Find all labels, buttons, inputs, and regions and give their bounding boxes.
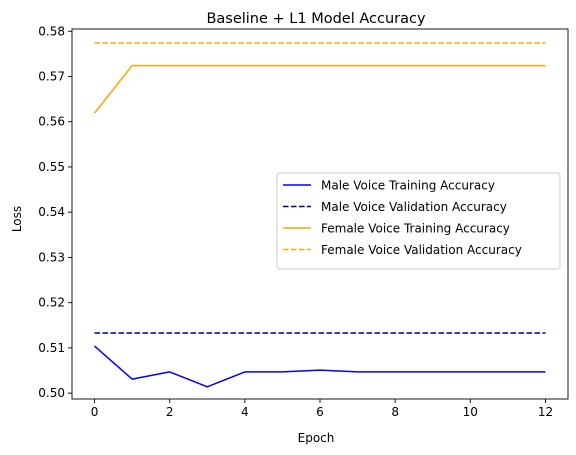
plot-frame — [71, 28, 569, 400]
x-tick-label: 8 — [391, 405, 399, 419]
legend-entry-label: Male Voice Validation Accuracy — [321, 200, 507, 214]
y-tick-label: 0.56 — [38, 115, 65, 129]
y-tick-label: 0.54 — [38, 205, 65, 219]
x-tick-label: 6 — [316, 405, 324, 419]
x-tick-label: 0 — [91, 405, 99, 419]
y-tick-label: 0.55 — [38, 160, 65, 174]
legend: Male Voice Training Accuracy Male Voice V… — [276, 172, 561, 270]
x-axis-label: Epoch — [298, 431, 335, 445]
x-tick-label: 4 — [241, 405, 249, 419]
y-axis-ticks: 0.50 0.51 0.52 0.53 0.54 0.55 0.56 0.57 0.58 — [38, 24, 72, 400]
legend-entry-label: Male Voice Training Accuracy — [321, 178, 495, 192]
x-tick-label: 12 — [538, 405, 553, 419]
series-line-3 — [93, 64, 546, 114]
y-tick-label: 0.51 — [38, 341, 65, 355]
y-tick-label: 0.50 — [38, 386, 65, 400]
x-axis-ticks: 0 2 4 6 8 10 12 — [91, 399, 553, 419]
legend-entry-label: Female Voice Training Accuracy — [321, 221, 510, 235]
x-tick-label: 10 — [463, 405, 478, 419]
legend-box — [276, 172, 561, 270]
y-tick-label: 0.58 — [38, 24, 65, 38]
x-tick-label: 2 — [166, 405, 174, 419]
chart-title: Baseline + L1 Model Accuracy — [206, 11, 426, 27]
series-layer — [93, 42, 546, 388]
y-axis-label: Loss — [10, 206, 24, 232]
y-tick-label: 0.52 — [38, 296, 65, 310]
y-tick-label: 0.53 — [38, 250, 65, 264]
legend-entry-label: Female Voice Validation Accuracy — [321, 243, 522, 257]
series-line-1 — [94, 345, 546, 388]
y-tick-label: 0.57 — [38, 69, 65, 83]
